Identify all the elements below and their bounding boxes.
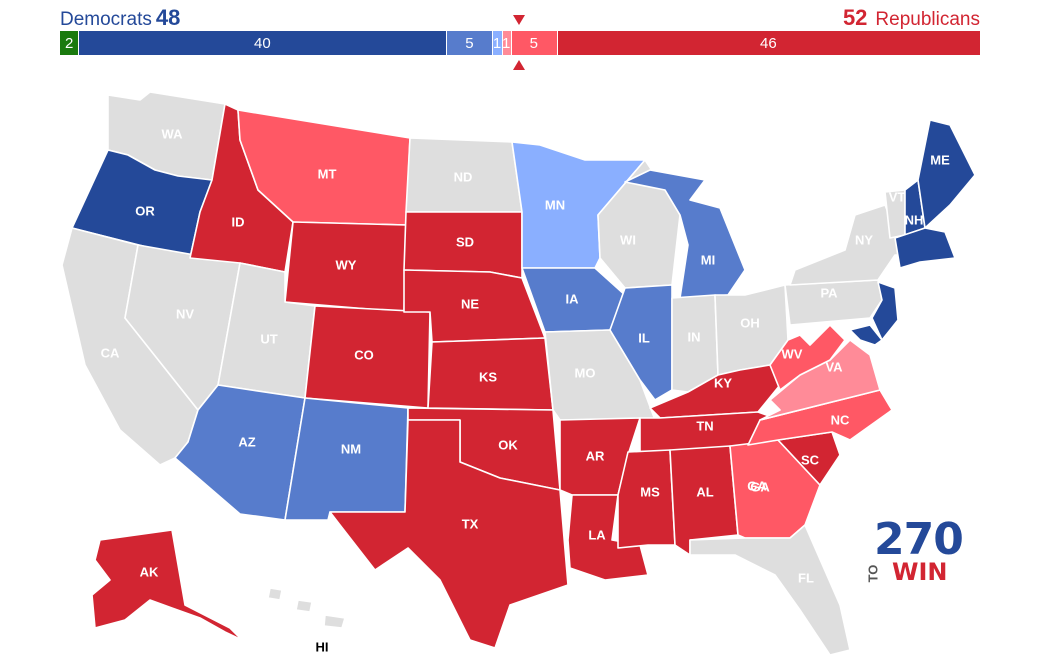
state-ma-ct-ri[interactable] xyxy=(894,227,956,269)
state-wi[interactable] xyxy=(597,159,681,289)
seat-segment-6: 5 xyxy=(510,31,557,55)
state-de-md[interactable] xyxy=(849,324,883,346)
label-fl: FL xyxy=(798,570,814,585)
seat-segment-7: 46 xyxy=(556,31,980,55)
label-ga-runoff: GA xyxy=(747,478,767,493)
label-ky: KY xyxy=(714,375,732,390)
label-nm: NM xyxy=(341,441,361,456)
label-hi: HI xyxy=(316,639,329,654)
state-fl[interactable] xyxy=(689,524,851,656)
state-hi-island-1 xyxy=(267,587,283,601)
label-oh: OH xyxy=(740,315,760,330)
republicans-total: 52 xyxy=(842,5,868,30)
label-ca: CA xyxy=(101,345,120,360)
label-mn: MN xyxy=(545,197,565,212)
label-ms: MS xyxy=(640,484,660,499)
state-nm[interactable] xyxy=(284,397,409,521)
label-tn: TN xyxy=(696,418,713,433)
label-sd: SD xyxy=(456,234,474,249)
democrats-label: Democrats xyxy=(60,9,152,30)
label-wv: WV xyxy=(782,346,803,361)
label-tx: TX xyxy=(462,516,479,531)
label-al: AL xyxy=(696,484,713,499)
label-ne: NE xyxy=(461,296,479,311)
state-tx[interactable] xyxy=(329,419,569,649)
label-il: IL xyxy=(638,330,650,345)
democrats-total: 48 xyxy=(155,5,181,30)
state-mi[interactable] xyxy=(624,169,746,299)
label-az: AZ xyxy=(238,434,255,449)
state-il[interactable] xyxy=(609,284,673,401)
label-mo: MO xyxy=(575,365,596,380)
seat-balance-bar: 2 40 5 1 1 5 46 xyxy=(60,31,980,55)
label-wa: WA xyxy=(162,126,184,141)
label-la: LA xyxy=(588,527,606,542)
seat-segment-1: 2 xyxy=(60,31,79,55)
label-mt: MT xyxy=(318,166,337,181)
label-vt: VT xyxy=(889,189,906,204)
label-id: ID xyxy=(232,214,245,229)
majority-marker-top-icon xyxy=(513,15,525,25)
state-wv[interactable] xyxy=(769,324,846,391)
label-ok: OK xyxy=(498,437,518,452)
label-nh: NH xyxy=(905,212,924,227)
logo-win: WIN xyxy=(892,558,948,586)
democrats-header: Democrats 48 xyxy=(60,5,180,31)
label-nc: NC xyxy=(831,412,850,427)
270-to-win-logo: 270 TO WIN xyxy=(865,514,963,586)
seat-segment-4: 1 xyxy=(492,31,502,55)
label-in: IN xyxy=(688,329,701,344)
label-ny: NY xyxy=(855,232,873,247)
seat-segment-3: 5 xyxy=(446,31,493,55)
label-me: ME xyxy=(930,152,950,167)
state-nc[interactable] xyxy=(747,389,893,446)
state-ak[interactable] xyxy=(91,529,243,641)
logo-number: 270 xyxy=(874,514,964,565)
label-nd: ND xyxy=(454,169,473,184)
label-pa: PA xyxy=(820,285,838,300)
seat-segment-5: 1 xyxy=(501,31,511,55)
label-va: VA xyxy=(825,359,843,374)
label-wi: WI xyxy=(620,232,636,247)
label-ut: UT xyxy=(260,331,277,346)
label-or: OR xyxy=(135,203,155,218)
state-me[interactable] xyxy=(917,119,976,229)
seat-segment-2: 40 xyxy=(78,31,447,55)
label-nv: NV xyxy=(176,306,194,321)
label-ak: AK xyxy=(140,564,159,579)
label-wy: WY xyxy=(336,257,357,272)
label-ga: GA xyxy=(750,479,770,494)
label-ar: AR xyxy=(586,448,605,463)
state-hi-island-2 xyxy=(295,599,313,613)
label-ia: IA xyxy=(566,291,580,306)
state-hi-island-3 xyxy=(323,614,346,629)
majority-marker-bottom-icon xyxy=(513,60,525,70)
republicans-header: 52 Republicans xyxy=(843,5,980,31)
state-la[interactable] xyxy=(567,494,649,581)
label-ks: KS xyxy=(479,369,497,384)
logo-to: TO xyxy=(865,564,881,583)
republicans-label: Republicans xyxy=(875,9,980,30)
label-co: CO xyxy=(354,347,374,362)
label-sc: SC xyxy=(801,452,820,467)
label-mi: MI xyxy=(701,252,715,267)
